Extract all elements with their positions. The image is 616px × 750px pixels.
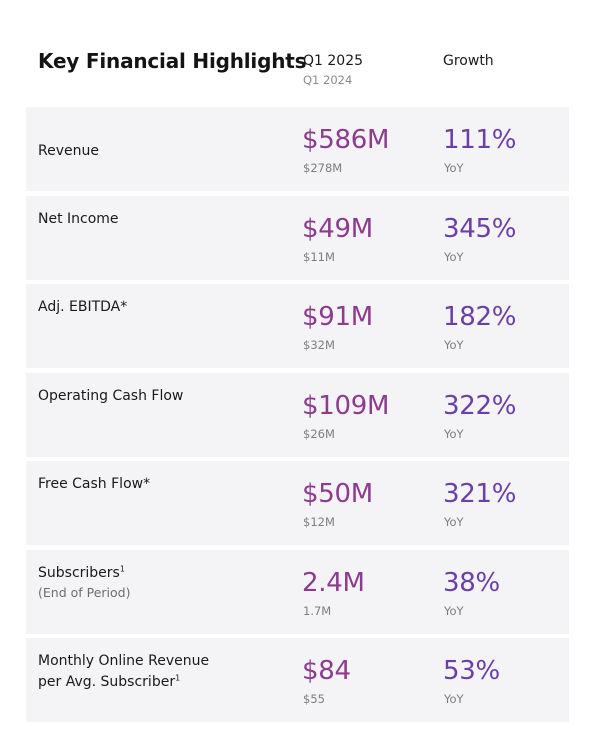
row-label: Revenue	[38, 141, 278, 162]
row-operating-cash-flow: Operating Cash Flow $109M $26M 322% YoY	[26, 372, 569, 457]
highlights-header: Key Financial Highlights Q1 2025 Q1 2024…	[0, 0, 616, 107]
metric-sublabel: (End of Period)	[38, 584, 131, 600]
growth-value: 322%	[443, 390, 517, 421]
growth-value: 321%	[443, 479, 517, 509]
highlights-table: Revenue $586M $278M 111% YoY Net Income …	[26, 107, 569, 722]
row-revenue: Revenue $586M $278M 111% YoY	[26, 107, 569, 191]
growth-value: 345%	[443, 213, 517, 244]
metric-name-line1: Monthly Online Revenue	[38, 653, 210, 669]
prior-value: $12M	[303, 515, 335, 529]
prior-value: $55	[303, 692, 325, 706]
row-label: Monthly Online Revenue per Avg. Subscrib…	[38, 651, 278, 693]
metric-name: Subscribers	[38, 564, 120, 581]
growth-note: YoY	[444, 338, 464, 352]
growth-note: YoY	[444, 515, 464, 529]
row-subscribers: Subscribers1 (End of Period) 2.4M 1.7M 3…	[26, 549, 569, 634]
growth-value: 38%	[443, 567, 500, 598]
current-value: $109M	[302, 390, 390, 421]
growth-value: 111%	[443, 125, 517, 155]
metric-name: Free Cash Flow*	[38, 476, 151, 492]
growth-note: YoY	[444, 249, 464, 264]
growth-note: YoY	[444, 426, 464, 441]
growth-column-header: Growth	[443, 53, 494, 69]
growth-value: 53%	[443, 656, 500, 686]
growth-value: 182%	[443, 302, 517, 332]
footnote-marker: 1	[119, 563, 125, 573]
row-label: Free Cash Flow*	[38, 474, 278, 495]
row-label: Subscribers1 (End of Period)	[38, 563, 278, 602]
metric-name: Net Income	[38, 210, 119, 227]
metric-name: Adj. EBITDA*	[38, 299, 128, 315]
metric-name: Revenue	[38, 143, 99, 159]
current-value: $586M	[302, 125, 390, 155]
metric-name: Operating Cash Flow	[38, 387, 184, 404]
row-monthly-online-revenue: Monthly Online Revenue per Avg. Subscrib…	[26, 638, 569, 722]
row-free-cash-flow: Free Cash Flow* $50M $12M 321% YoY	[26, 461, 569, 545]
growth-note: YoY	[444, 603, 464, 618]
row-label: Net Income	[38, 209, 278, 230]
prior-value: $32M	[303, 338, 335, 352]
comparison-period-label: Q1 2024	[303, 73, 353, 87]
period-column-header: Q1 2025	[303, 53, 364, 69]
growth-note: YoY	[444, 161, 464, 175]
row-label: Adj. EBITDA*	[38, 297, 278, 318]
row-adj-ebitda: Adj. EBITDA* $91M $32M 182% YoY	[26, 284, 569, 368]
metric-name-line2: per Avg. Subscriber	[38, 674, 176, 690]
footnote-marker: 1	[175, 673, 181, 683]
prior-value: $11M	[303, 249, 335, 264]
row-net-income: Net Income $49M $11M 345% YoY	[26, 195, 569, 280]
prior-value: $26M	[303, 426, 335, 441]
prior-value: 1.7M	[303, 603, 332, 618]
current-value: $91M	[302, 302, 373, 332]
page-title: Key Financial Highlights	[38, 49, 307, 73]
current-value: 2.4M	[302, 567, 365, 598]
current-value: $84	[302, 656, 351, 686]
prior-value: $278M	[303, 161, 343, 175]
growth-note: YoY	[444, 692, 464, 706]
row-label: Operating Cash Flow	[38, 386, 278, 407]
current-value: $50M	[302, 479, 373, 509]
current-value: $49M	[302, 213, 373, 244]
